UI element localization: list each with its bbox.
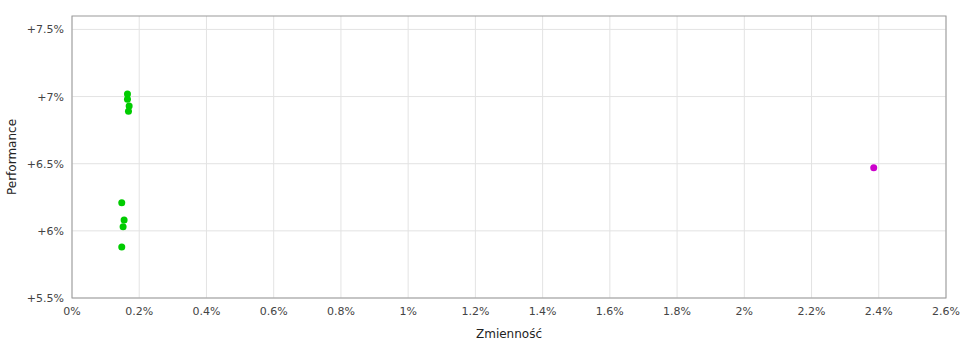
grid-line-x [206,16,207,298]
x-tick-label: 1% [399,305,416,318]
chart: 0% 0.2% 0.4% 0.6% 0.8% 1% 1.2% 1.4% 1.6% 1.8% 2% 2.… [0,0,966,350]
point [870,164,877,171]
grid-line-y [72,230,946,231]
x-tick-label: 2.4% [865,305,893,318]
x-tick-label: 0.2% [125,305,153,318]
grid-line-x [811,16,812,298]
point [121,217,128,224]
x-tick-label: 1.6% [596,305,624,318]
x-tick-label: 2% [736,305,753,318]
grid-line-y [72,163,946,164]
grid-line-x [340,16,341,298]
point [124,96,131,103]
grid [72,16,946,298]
x-tick-label: 1.4% [529,305,557,318]
point [120,223,127,230]
series [118,90,132,250]
grid-line-x [609,16,610,298]
y-axis-label: Performance [5,119,19,195]
x-tick-label: 1.2% [461,305,489,318]
y-tick-label: +7% [37,91,64,104]
grid-line-x [475,16,476,298]
y-tick-label: +7.5% [27,23,64,36]
x-tick-label: 1.8% [663,305,691,318]
x-tick-label: 0.4% [192,305,220,318]
grid-line-x [273,16,274,298]
series [870,164,877,171]
grid-line-x [139,16,140,298]
y-tick-label: +6% [37,225,64,238]
plot-frame [72,16,946,298]
point [118,243,125,250]
grid-line-x [677,16,678,298]
point [125,108,132,115]
x-axis-label: Zmienność [476,327,542,341]
x-tick-label: 2.2% [798,305,826,318]
y-tick-label: +5.5% [27,292,64,305]
grid-line-x [542,16,543,298]
grid-line-y [72,29,946,30]
grid-line-x [744,16,745,298]
tick-labels: 0% 0.2% 0.4% 0.6% 0.8% 1% 1.2% 1.4% 1.6% 1.8% 2% 2.… [27,23,960,318]
y-tick-label: +6.5% [27,158,64,171]
grid-line-y [72,96,946,97]
x-tick-label: 0% [63,305,80,318]
grid-line-x [408,16,409,298]
x-tick-label: 0.8% [327,305,355,318]
x-tick-label: 0.6% [260,305,288,318]
marks [118,90,877,250]
x-tick-label: 2.6% [932,305,960,318]
grid-line-x [878,16,879,298]
point [118,199,125,206]
